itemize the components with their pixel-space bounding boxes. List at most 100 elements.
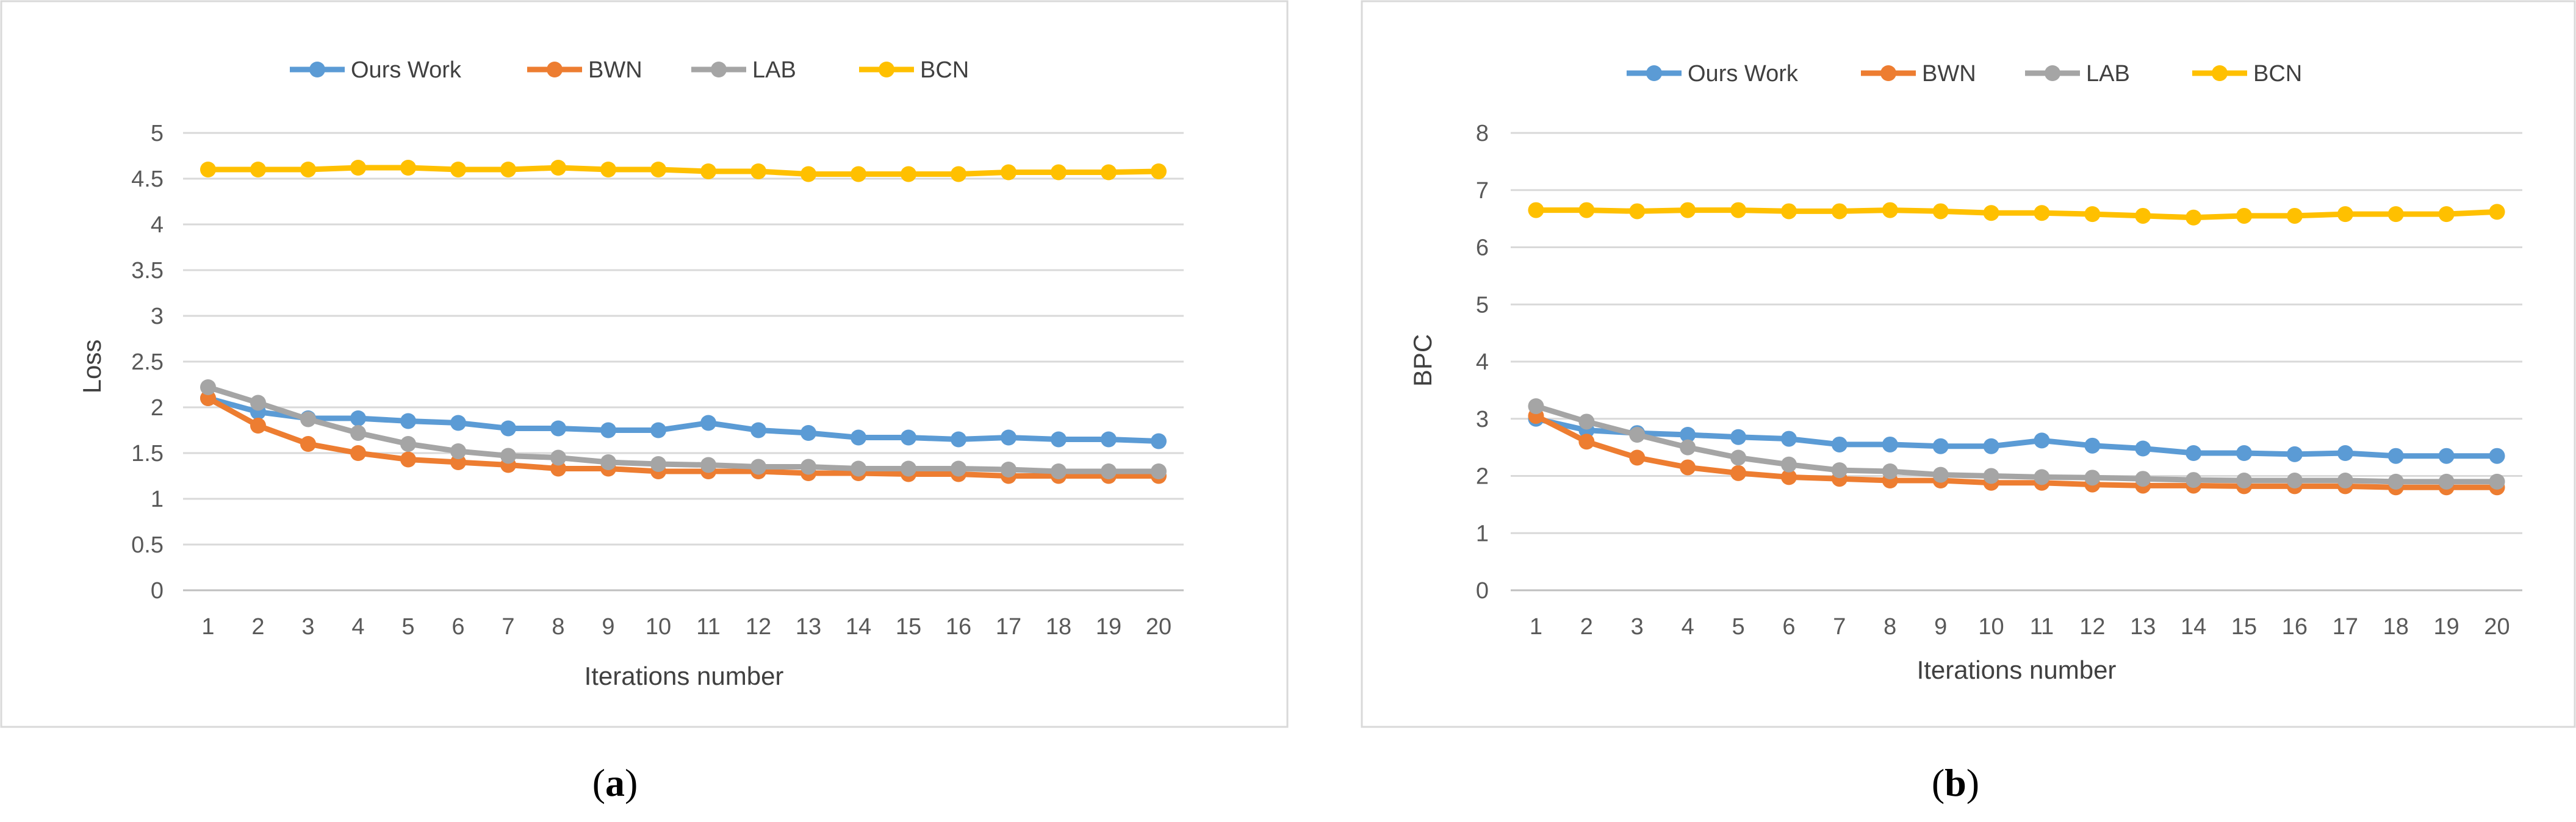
x-tick-label-a-5: 6 [452, 614, 464, 640]
data-point-bcn-a-2 [250, 162, 266, 177]
x-tick-label-b-0: 1 [1530, 614, 1542, 640]
data-point-bcn-a-18 [1051, 164, 1067, 180]
data-point-ours-work-a-19 [1101, 431, 1117, 448]
data-point-bcn-a-20 [1151, 163, 1167, 179]
x-axis-title-a: Iterations number [585, 662, 784, 690]
data-point-ours-work-b-4 [1680, 427, 1696, 443]
panel-caption-b: (b) [1932, 761, 1979, 804]
data-point-ours-work-b-7 [1831, 436, 1847, 452]
data-point-lab-a-16 [951, 460, 966, 477]
x-tick-label-b-15: 16 [2282, 614, 2308, 640]
legend-swatch-marker-bwn-a [547, 62, 563, 77]
data-point-ours-work-a-10 [650, 422, 666, 438]
data-point-ours-work-a-14 [851, 429, 866, 446]
data-point-lab-a-14 [851, 460, 866, 477]
x-tick-label-a-6: 7 [502, 614, 514, 640]
data-point-bwn-a-6 [450, 454, 466, 470]
x-tick-label-a-8: 9 [602, 614, 614, 640]
data-point-bwn-b-4 [1680, 459, 1696, 476]
data-point-ours-work-b-15 [2236, 445, 2253, 461]
data-point-bcn-a-8 [550, 160, 566, 176]
data-point-ours-work-b-19 [2438, 448, 2455, 464]
x-tick-label-a-11: 12 [746, 614, 771, 640]
x-tick-label-b-8: 9 [1934, 614, 1947, 640]
series-line-lab-a [205, 384, 1162, 474]
data-point-bwn-a-4 [350, 445, 366, 461]
y-tick-label-a-0: 0 [151, 578, 164, 604]
data-point-ours-work-a-13 [801, 425, 816, 441]
legend-item-lab-a: LAB [691, 57, 796, 83]
legend-item-bcn-b: BCN [2192, 61, 2302, 87]
y-axis-title-b: BPC [1408, 334, 1437, 387]
data-point-bwn-a-2 [250, 418, 266, 434]
series-line-bwn-a [205, 395, 1162, 479]
data-point-lab-b-8 [1882, 463, 1898, 479]
x-tick-label-a-7: 8 [552, 614, 564, 640]
legend-item-lab-b: LAB [2025, 61, 2130, 87]
data-point-bwn-b-3 [1629, 449, 1646, 466]
legend-label-ours-work-a: Ours Work [351, 57, 462, 83]
y-tick-label-b-5: 5 [1476, 292, 1489, 318]
data-point-ours-work-a-9 [600, 422, 616, 438]
data-point-lab-a-1 [200, 379, 216, 395]
x-tick-label-a-14: 15 [896, 614, 921, 640]
x-tick-label-a-18: 19 [1096, 614, 1121, 640]
legend-label-bcn-a: BCN [920, 57, 969, 83]
data-point-bcn-b-11 [2034, 205, 2050, 221]
legend-swatch-marker-bcn-a [879, 62, 894, 77]
panel-caption-a: (a) [592, 761, 638, 804]
data-point-lab-b-17 [2337, 473, 2353, 488]
data-point-ours-work-b-17 [2337, 445, 2353, 461]
data-point-bcn-a-15 [901, 166, 916, 182]
data-point-ours-work-b-8 [1882, 436, 1898, 452]
data-point-lab-b-9 [1932, 466, 1949, 483]
data-point-lab-a-12 [750, 459, 766, 475]
x-tick-label-a-3: 4 [351, 614, 364, 640]
data-point-bcn-a-11 [700, 163, 716, 179]
x-tick-label-b-1: 2 [1580, 614, 1593, 640]
data-point-ours-work-a-5 [400, 413, 416, 429]
data-point-ours-work-b-10 [1983, 438, 1999, 454]
data-point-ours-work-a-15 [901, 429, 916, 446]
data-point-bcn-b-1 [1528, 202, 1544, 218]
x-tick-label-b-5: 6 [1782, 614, 1795, 640]
x-tick-label-a-9: 10 [646, 614, 671, 640]
data-point-ours-work-b-5 [1730, 429, 1747, 445]
legend-item-ours-work-a: Ours Work [290, 57, 462, 83]
legend-item-bwn-b: BWN [1861, 61, 1976, 87]
data-point-lab-b-5 [1730, 449, 1747, 466]
data-point-ours-work-b-13 [2135, 440, 2151, 457]
x-tick-label-b-6: 7 [1833, 614, 1846, 640]
y-tick-label-a-4: 2 [151, 395, 164, 421]
data-point-lab-a-17 [1001, 462, 1016, 477]
series-line-bcn-b [1533, 207, 2500, 221]
x-tick-label-b-4: 5 [1732, 614, 1744, 640]
y-tick-label-b-4: 4 [1476, 349, 1489, 375]
y-tick-label-b-8: 8 [1476, 121, 1489, 146]
legend-label-ours-work-b: Ours Work [1688, 61, 1799, 87]
y-tick-label-b-2: 2 [1476, 464, 1489, 490]
data-point-bcn-a-14 [851, 166, 866, 182]
data-point-bcn-b-5 [1730, 202, 1747, 218]
data-point-lab-b-13 [2135, 471, 2151, 487]
data-point-lab-a-20 [1151, 463, 1167, 479]
series-layer-b [1528, 202, 2505, 496]
data-point-bwn-b-5 [1730, 465, 1747, 481]
y-ticks-b: 0 1 2 3 4 5 6 7 8 [1476, 121, 1489, 604]
data-point-bcn-b-10 [1983, 205, 1999, 221]
y-tick-label-a-3: 1.5 [131, 441, 164, 466]
data-point-bcn-b-16 [2286, 207, 2303, 224]
x-tick-label-b-17: 18 [2383, 614, 2409, 640]
data-point-lab-a-15 [901, 460, 916, 477]
data-point-bcn-b-18 [2387, 206, 2404, 223]
y-tick-label-b-3: 3 [1476, 407, 1489, 432]
x-tick-label-b-7: 8 [1883, 614, 1896, 640]
data-point-bcn-b-20 [2489, 204, 2505, 220]
data-point-ours-work-a-12 [750, 422, 766, 438]
data-point-lab-a-7 [500, 448, 516, 464]
data-point-bcn-a-10 [650, 162, 666, 177]
data-point-ours-work-a-20 [1151, 433, 1167, 449]
data-point-lab-b-19 [2438, 473, 2455, 490]
